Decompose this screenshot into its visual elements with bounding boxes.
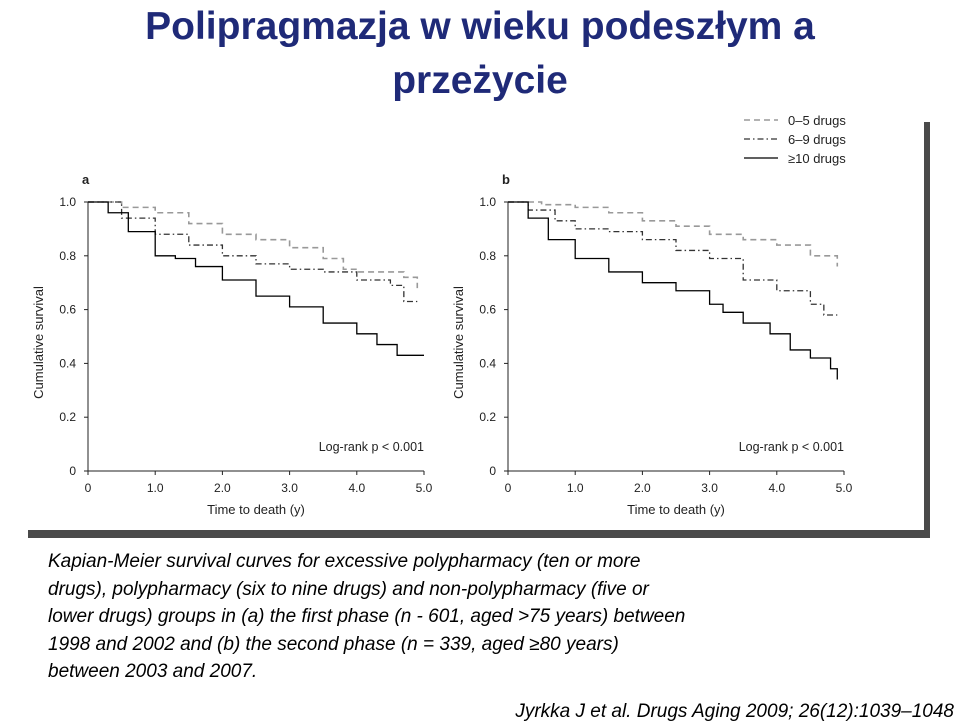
x-tick-label: 4.0 [768,481,785,495]
y-tick-label: 1.0 [479,195,496,209]
panel-b: b 0 0.2 0.4 0.6 0.8 1.0 0 1.0 2.0 3.0 4.0 5.0 Time to… [451,172,853,517]
x-tick-label: 0 [85,481,92,495]
y-tick-label: 0.6 [479,303,496,317]
y-tick-label: 1.0 [59,195,76,209]
panel-a: a 0 0.2 0.4 0.6 0.8 1.0 0 1.0 2.0 3.0 4.0 5.0 Time to… [31,172,433,517]
y-tick-label: 0.2 [59,410,76,424]
y-axis-label: Cumulative survival [31,286,46,399]
survival-curve-dashdot [88,201,418,303]
survival-curve-solid [88,201,424,356]
caption-line-5: between 2003 and 2007. [48,661,258,682]
x-tick-label: 3.0 [281,481,298,495]
legend-label-2: ≥10 drugs [788,151,846,166]
y-tick-label: 0.8 [479,249,496,263]
x-tick-label: 2.0 [634,481,651,495]
x-axis-label: Time to death (y) [627,502,725,517]
panel-label: a [82,172,90,187]
caption-line-4: 1998 and 2002 and (b) the second phase (… [48,633,619,655]
slide-title: Polipragmazja w wieku podeszłym a przeży… [0,0,960,108]
y-tick-label: 0.8 [59,249,76,263]
figure: 0–5 drugs 6–9 drugs ≥10 drugs a 0 0.2 0.4 0.6 0… [22,114,924,530]
y-tick-label: 0.4 [479,356,496,370]
figure-caption: Kapian-Meier survival curves for excessi… [48,548,848,686]
caption-line-2: drugs), polypharmacy (six to nine drugs)… [48,578,649,600]
y-tick-label: 0.6 [59,303,76,317]
x-tick-label: 5.0 [836,481,853,495]
x-tick-label: 4.0 [348,481,365,495]
x-tick-label: 1.0 [147,481,164,495]
caption-line-1: Kapian-Meier survival curves for excessi… [48,551,641,572]
logrank-annotation: Log-rank p < 0.001 [319,440,424,454]
survival-curve-dashed [508,201,839,267]
y-tick-label: 0 [489,464,496,478]
slide-title-line-1: Polipragmazja w wieku podeszłym a [145,5,815,48]
x-axis-label: Time to death (y) [207,502,305,517]
y-tick-label: 0.4 [59,356,76,370]
survival-curve-solid [508,201,838,380]
x-tick-label: 2.0 [214,481,231,495]
y-tick-label: 0 [69,464,76,478]
logrank-annotation: Log-rank p < 0.001 [739,440,844,454]
x-tick-label: 3.0 [701,481,718,495]
y-axis-label: Cumulative survival [451,286,466,399]
x-tick-label: 0 [505,481,512,495]
caption-line-3: lower drugs) groups in (a) the first pha… [48,606,686,627]
legend: 0–5 drugs 6–9 drugs ≥10 drugs [744,114,846,166]
slide-title-line-2: przeżycie [392,59,568,102]
survival-curve-dashed [88,201,419,289]
x-tick-label: 5.0 [416,481,433,495]
kaplan-meier-figure: 0–5 drugs 6–9 drugs ≥10 drugs a 0 0.2 0.4 0.6 0… [31,114,853,517]
panel-label: b [502,172,510,187]
legend-label-0: 0–5 drugs [788,114,846,128]
y-tick-label: 0.2 [479,410,496,424]
survival-curve-dashdot [508,201,838,316]
legend-label-1: 6–9 drugs [788,132,846,147]
x-tick-label: 1.0 [567,481,584,495]
citation: Jyrkka J et al. Drugs Aging 2009; 26(12)… [515,701,954,722]
